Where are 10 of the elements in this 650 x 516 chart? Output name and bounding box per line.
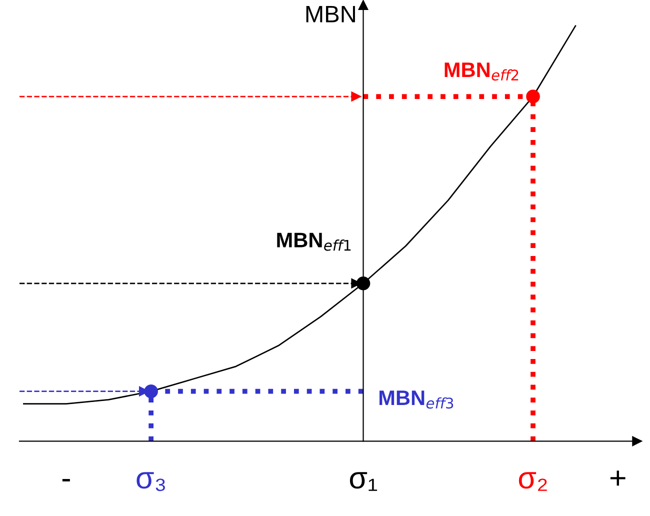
annotation: MBN$_{eff2}$ xyxy=(444,62,518,81)
annotation: MBN$_{eff1}$ xyxy=(277,232,351,251)
x-tick-label: σ₁ xyxy=(350,472,378,491)
text: MBN xyxy=(306,6,355,22)
x-tick-label: σ₃ xyxy=(136,472,165,492)
x-tick-label: σ₂ xyxy=(518,472,547,491)
y-axis-title: MBN xyxy=(380,390,424,405)
text: eff3 xyxy=(426,397,454,409)
x-tick-label: + xyxy=(610,470,626,486)
x-tick-label: - xyxy=(62,479,70,482)
